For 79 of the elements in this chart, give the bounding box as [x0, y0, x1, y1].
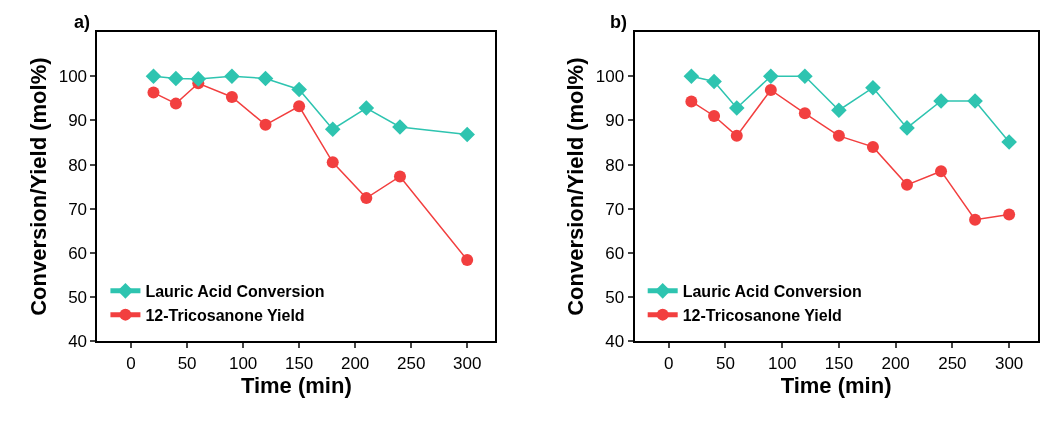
point: [291, 81, 307, 98]
point: [865, 79, 881, 96]
y-tick-label: 70: [68, 199, 88, 219]
point: [901, 178, 913, 191]
x-tick-label: 50: [177, 353, 197, 373]
x-axis-title: Time (min): [780, 372, 892, 398]
x-tick-label: 200: [340, 353, 370, 373]
point: [728, 100, 745, 116]
point: [459, 126, 475, 143]
y-axis-title: Conversion/Yield (mol%): [563, 57, 589, 316]
point: [190, 71, 207, 87]
point: [358, 100, 375, 116]
point: [259, 118, 272, 131]
y-tick-label: 100: [58, 67, 88, 87]
point: [224, 68, 240, 85]
y-axis-title: Conversion/Yield (mol%): [26, 57, 51, 316]
point: [933, 93, 949, 109]
point: [967, 93, 983, 109]
point: [706, 73, 722, 90]
point: [326, 156, 339, 169]
y-tick-label: 60: [68, 243, 88, 263]
x-tick-label: 0: [663, 353, 674, 373]
y-tick-label: 70: [605, 199, 625, 219]
point: [683, 68, 700, 85]
point: [169, 97, 182, 110]
point: [147, 86, 160, 99]
point: [708, 109, 721, 122]
x-axis-title: Time (min): [240, 372, 352, 398]
y-tick-label: 60: [605, 243, 625, 263]
point: [832, 129, 845, 142]
point: [764, 83, 777, 96]
x-tick-label: 150: [824, 353, 854, 373]
point: [392, 119, 408, 135]
point: [324, 121, 341, 138]
x-tick-label: 250: [396, 353, 426, 373]
legend-label: Lauric Acid Conversion: [682, 283, 862, 301]
point: [1001, 134, 1017, 150]
x-tick-label: 0: [126, 353, 136, 373]
x-tick-label: 50: [715, 353, 735, 373]
point: [685, 95, 698, 108]
point: [730, 129, 743, 142]
y-tick-label: 100: [595, 67, 625, 87]
point: [461, 253, 474, 266]
legend-label: Lauric Acid Conversion: [145, 283, 325, 301]
chart-title: a): [74, 12, 91, 32]
point: [145, 68, 162, 85]
y-tick-label: 90: [605, 111, 625, 131]
point: [831, 102, 847, 119]
y-tick-label: 50: [605, 287, 625, 307]
point: [797, 68, 813, 85]
point: [393, 170, 406, 183]
x-tick-label: 100: [767, 353, 797, 373]
point: [798, 107, 811, 120]
legend-label: 12-Tricosanone Yield: [682, 306, 842, 324]
point: [257, 70, 274, 87]
x-tick-label: 100: [228, 353, 258, 373]
point: [1003, 208, 1016, 221]
y-tick-label: 50: [68, 287, 88, 307]
x-tick-label: 150: [284, 353, 314, 373]
point: [763, 68, 779, 85]
point: [293, 100, 306, 113]
point: [969, 213, 982, 226]
y-tick-label: 90: [68, 111, 88, 131]
point: [935, 165, 948, 178]
point: [225, 91, 238, 103]
y-tick-label: 80: [68, 155, 88, 175]
point: [168, 70, 184, 87]
x-tick-label: 300: [452, 353, 482, 373]
point: [360, 192, 373, 205]
y-tick-label: 80: [605, 155, 625, 175]
point: [866, 140, 879, 153]
legend-label: 12-Tricosanone Yield: [145, 306, 305, 324]
x-tick-label: 200: [881, 353, 910, 373]
point: [899, 120, 915, 136]
chart-title: b): [610, 12, 627, 32]
x-tick-label: 300: [994, 353, 1024, 373]
y-tick-label: 40: [68, 332, 88, 352]
x-tick-label: 250: [938, 353, 967, 373]
y-tick-label: 40: [605, 332, 625, 352]
